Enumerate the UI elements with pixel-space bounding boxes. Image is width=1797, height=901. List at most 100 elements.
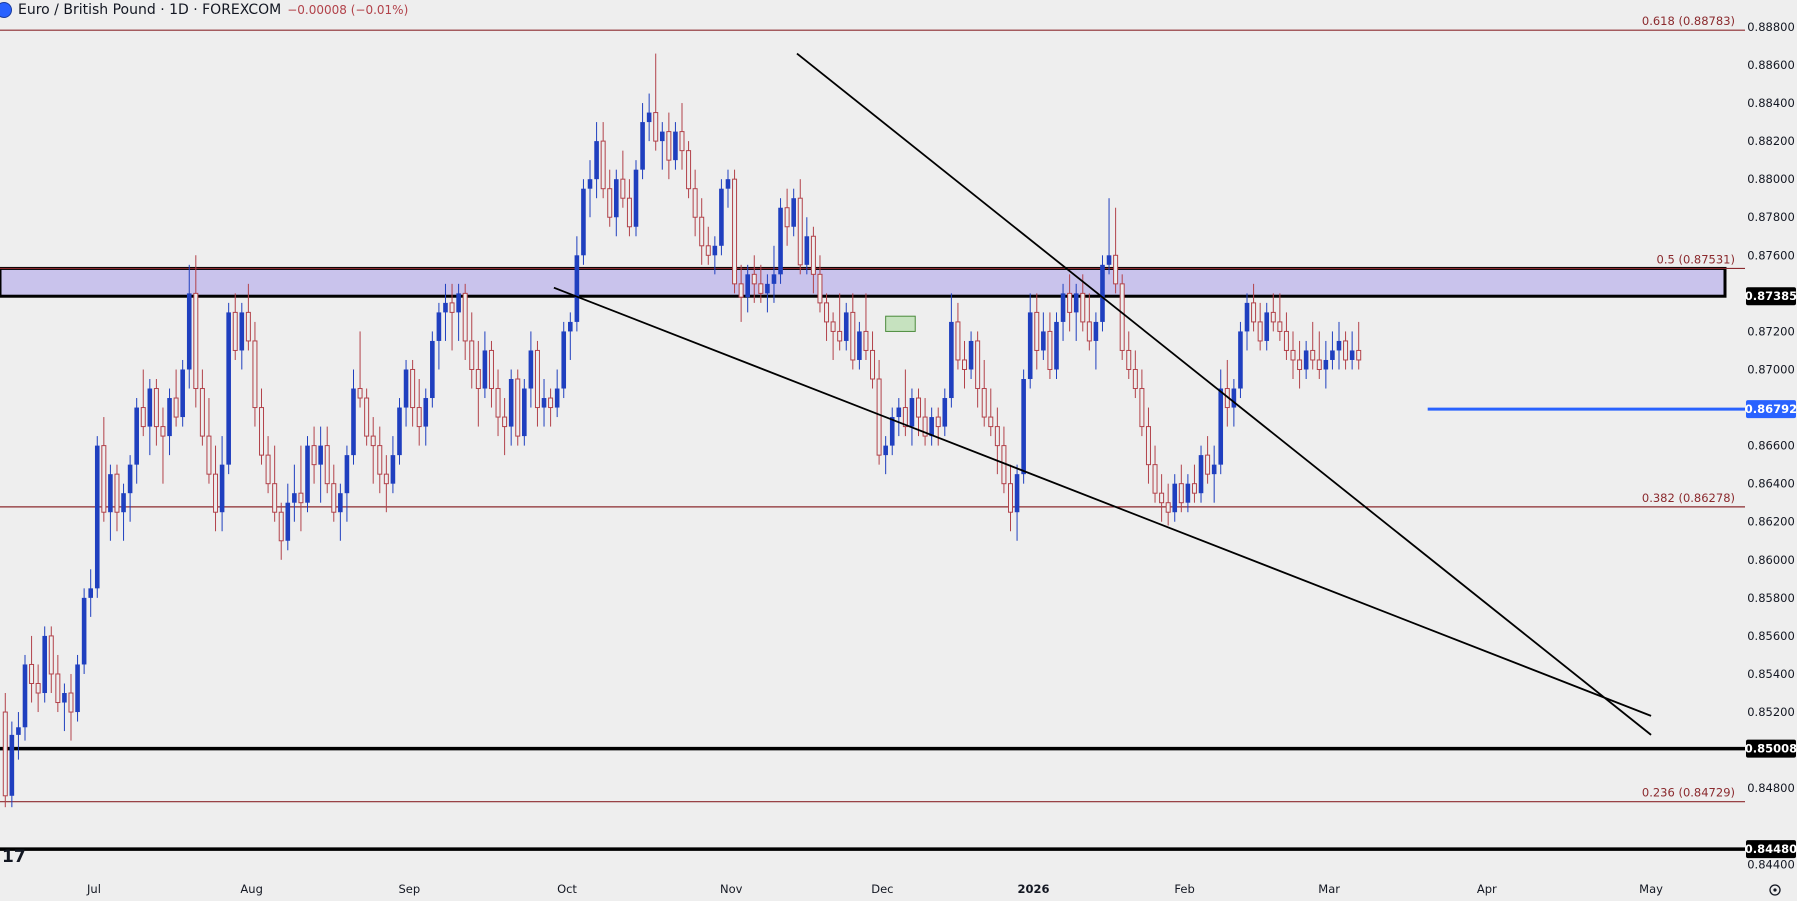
symbol-title[interactable]: Euro / British Pound · 1D · FOREXCOM bbox=[18, 2, 282, 18]
candle-body bbox=[699, 216, 705, 247]
time-tick-label: Dec bbox=[871, 882, 893, 896]
price-badge-label: 0.86792 bbox=[1745, 402, 1797, 416]
candle bbox=[719, 179, 724, 256]
candle-body bbox=[817, 273, 823, 304]
candle bbox=[994, 407, 1000, 475]
price-axis[interactable]: 0.88800 0.88600 0.88400 0.88200 0.88000 0.878… bbox=[1745, 0, 1797, 871]
time-axis[interactable]: Jul Aug Sep Oct Nov Dec 2026 Feb Mar Apr May bbox=[86, 882, 1663, 896]
candle-body bbox=[147, 388, 153, 427]
candle-body bbox=[219, 464, 225, 513]
candle bbox=[160, 407, 166, 484]
candle-body bbox=[1330, 350, 1335, 360]
candle bbox=[338, 483, 343, 541]
candle-body bbox=[1264, 312, 1270, 341]
candle bbox=[469, 312, 475, 389]
candle-body bbox=[975, 340, 981, 390]
candle bbox=[916, 388, 922, 437]
candle bbox=[883, 436, 888, 475]
candle bbox=[213, 445, 219, 532]
candle bbox=[1145, 407, 1151, 484]
candle-body bbox=[1100, 264, 1105, 322]
candle-body bbox=[331, 483, 337, 513]
candle-body bbox=[443, 302, 448, 313]
price-badge-label: 0.87385 bbox=[1745, 289, 1797, 303]
candle bbox=[383, 455, 389, 513]
candle bbox=[561, 321, 567, 399]
candle-body bbox=[357, 388, 363, 399]
candle bbox=[324, 426, 330, 494]
tradingview-logo[interactable]: 17 bbox=[2, 847, 26, 867]
candle-body bbox=[679, 131, 685, 152]
candle bbox=[508, 369, 514, 446]
candle-body bbox=[712, 245, 718, 256]
candle-body bbox=[692, 188, 698, 218]
candle bbox=[659, 122, 665, 170]
candle bbox=[1257, 302, 1263, 351]
candle bbox=[889, 407, 895, 456]
candle-body bbox=[561, 331, 567, 389]
candle bbox=[1178, 464, 1184, 513]
candle-body bbox=[1126, 349, 1132, 370]
candle-body bbox=[719, 188, 724, 246]
candle-body bbox=[522, 388, 527, 437]
candle-body bbox=[935, 416, 941, 428]
candle bbox=[810, 226, 816, 294]
candle-body bbox=[1145, 426, 1151, 466]
candle bbox=[488, 340, 494, 408]
candle-body bbox=[574, 255, 580, 322]
candle bbox=[1205, 436, 1211, 484]
candle-body bbox=[285, 502, 291, 541]
candle-body bbox=[797, 197, 803, 266]
candle-body bbox=[383, 473, 389, 485]
candle-body bbox=[206, 435, 212, 475]
candle bbox=[226, 302, 231, 475]
candle bbox=[1238, 321, 1243, 399]
candle bbox=[646, 93, 652, 142]
price-badge: 0.85008 bbox=[1745, 739, 1797, 758]
candle-body bbox=[1211, 464, 1217, 475]
candle bbox=[1297, 340, 1303, 389]
candle bbox=[949, 293, 954, 408]
candle bbox=[219, 436, 225, 532]
candle bbox=[1073, 283, 1079, 341]
candle bbox=[1336, 321, 1342, 370]
candle-body bbox=[784, 207, 790, 228]
candle-body bbox=[173, 397, 179, 418]
candle-body bbox=[1238, 331, 1243, 389]
candle bbox=[817, 255, 823, 313]
settings-icon[interactable] bbox=[1769, 884, 1781, 896]
candle-body bbox=[48, 635, 54, 675]
candle-body bbox=[364, 397, 370, 437]
time-tick-label: Mar bbox=[1318, 882, 1340, 896]
candle-body bbox=[1270, 311, 1276, 323]
candle-body bbox=[600, 140, 606, 190]
time-tick-label: May bbox=[1639, 882, 1663, 896]
candle-body bbox=[88, 588, 93, 598]
candle-body bbox=[870, 349, 876, 380]
candle-body bbox=[942, 398, 948, 427]
candle-body bbox=[232, 311, 238, 351]
candle-body bbox=[22, 664, 28, 728]
candle bbox=[245, 283, 251, 351]
price-tick-label: 0.88400 bbox=[1747, 96, 1795, 110]
candle bbox=[863, 293, 869, 360]
candle-body bbox=[581, 188, 586, 256]
time-tick-label: Sep bbox=[398, 882, 420, 896]
candle bbox=[666, 112, 672, 180]
candle-body bbox=[876, 378, 882, 456]
candlestick-series bbox=[2, 53, 1362, 808]
candle-body bbox=[140, 407, 146, 428]
trendlines bbox=[553, 52, 1652, 736]
candle bbox=[1191, 464, 1197, 503]
candle bbox=[850, 293, 856, 370]
candle-body bbox=[922, 416, 928, 437]
price-change: −0.00008 (−0.01%) bbox=[287, 3, 409, 17]
candle bbox=[1172, 474, 1178, 522]
candle-body bbox=[843, 312, 849, 341]
candle bbox=[147, 379, 153, 456]
candle-body bbox=[1060, 293, 1066, 322]
candle bbox=[1277, 293, 1283, 341]
candle bbox=[1251, 283, 1257, 332]
time-tick-label: 2026 bbox=[1017, 882, 1049, 896]
